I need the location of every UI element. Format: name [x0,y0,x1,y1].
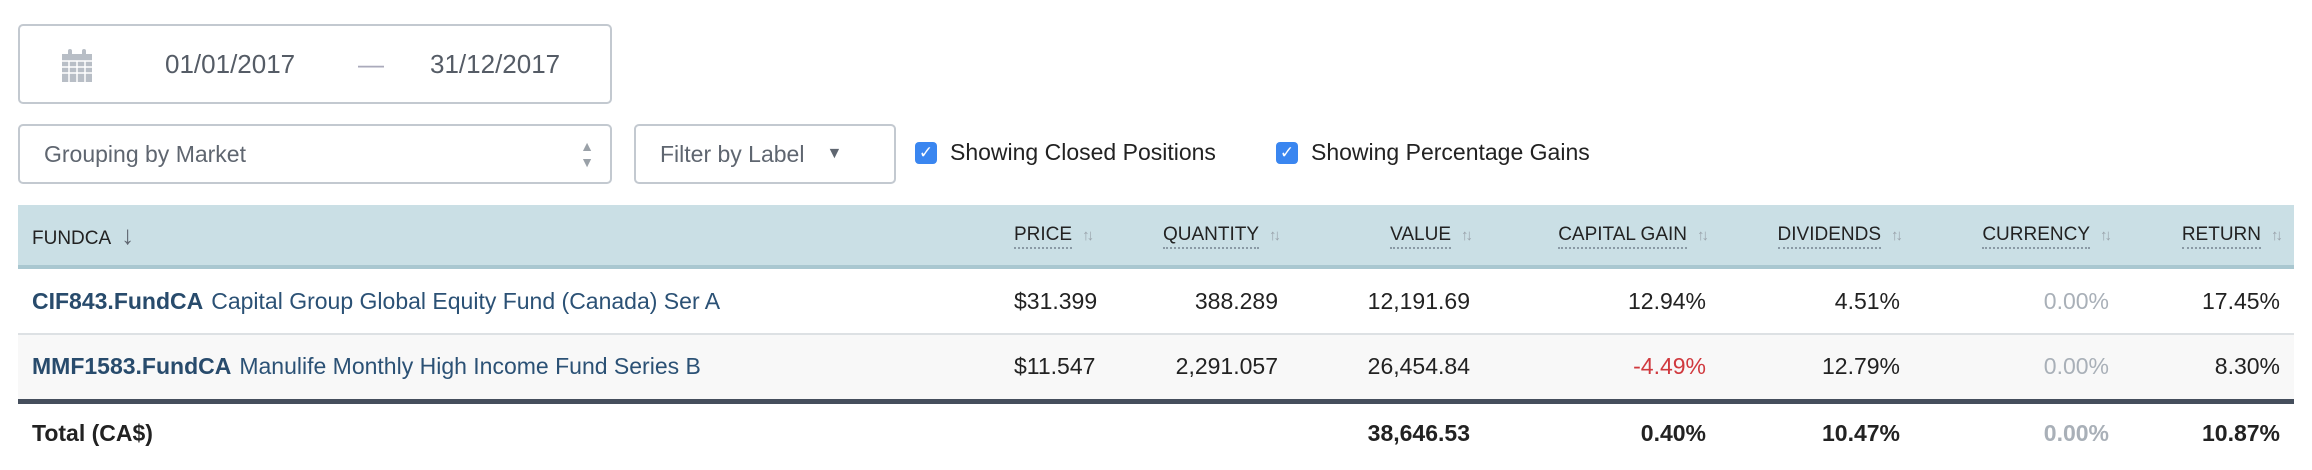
column-header-dividends[interactable]: DIVIDENDS ↑↓ [1720,205,1914,269]
checkbox-checked-icon[interactable]: ✓ [915,141,937,164]
calendar-icon [62,49,92,82]
fund-name[interactable]: Manulife Monthly High Income Fund Series… [239,353,701,380]
percentage-gains-label: Showing Percentage Gains [1311,139,1590,165]
caret-down-icon: ▼ [826,145,843,162]
column-label: RETURN [2181,224,2261,249]
total-dividends: 10.47% [1720,398,1914,464]
total-row: Total (CA$) 38,646.53 0.40% 10.47% 0.00%… [18,398,2294,464]
price-cell: $11.547 [1000,333,1102,401]
column-label: CURRENCY [1982,224,2090,249]
column-header-value[interactable]: VALUE ↑↓ [1292,205,1484,269]
sort-icon: ↑↓ [1269,227,1281,244]
total-value: 38,646.53 [1292,398,1484,464]
total-currency: 0.00% [1914,398,2123,464]
percentage-gains-toggle[interactable]: ✓ Showing Percentage Gains [1276,139,1590,166]
table-row: CIF843.FundCA Capital Group Global Equity… [18,267,2294,334]
end-date[interactable]: 31/12/2017 [430,48,561,79]
start-date[interactable]: 01/01/2017 [165,48,296,79]
sort-icon: ↑↓ [2100,227,2112,244]
quantity-cell: 388.289 [1194,287,1278,314]
column-label: CAPITAL GAIN [1558,224,1687,249]
select-arrows-icon: ▲ ▼ [580,138,594,170]
return-cell: 17.45% [2201,287,2280,314]
column-label: PRICE [1014,224,1073,249]
column-header-currency[interactable]: CURRENCY ↑↓ [1914,205,2123,269]
sort-icon: ↑↓ [1697,227,1709,244]
column-header-return[interactable]: RETURN ↑↓ [2123,205,2294,269]
holding-cell[interactable]: MMF1583.FundCA Manulife Monthly High Inco… [18,333,1000,401]
dividends-cell: 4.51% [1834,287,1900,314]
date-separator: — [358,48,384,79]
ticker-link[interactable]: MMF1583.FundCA [32,353,232,380]
holding-cell[interactable]: CIF843.FundCA Capital Group Global Equity… [18,267,1000,334]
sort-descending-icon: ↓ [121,219,135,250]
ticker-link[interactable]: CIF843.FundCA [32,287,204,314]
quantity-cell: 2,291.057 [1102,333,1292,401]
column-header-fundca[interactable]: FUNDCA ↓ [18,205,1000,269]
holdings-table: FUNDCA ↓ PRICE ↑↓ QUANTITY ↑↓ VALUE ↑↓ CAPIT… [18,205,2294,464]
total-return: 10.87% [2123,398,2294,464]
sort-icon: ↑↓ [2271,227,2283,244]
return-cell: 8.30% [2123,333,2294,401]
date-range-picker[interactable]: 01/01/2017 — 31/12/2017 [18,24,612,104]
column-header-capital-gain[interactable]: CAPITAL GAIN ↑↓ [1484,205,1720,269]
dividends-cell: 12.79% [1720,333,1914,401]
price-cell: $31.399 [1014,287,1098,314]
empty-cell [1102,398,1292,464]
filter-label: Filter by Label [660,140,805,167]
capital-gain-cell: 12.94% [1627,287,1706,314]
table-header: FUNDCA ↓ PRICE ↑↓ QUANTITY ↑↓ VALUE ↑↓ CAPIT… [18,205,2294,269]
total-label: Total (CA$) [18,398,1000,464]
currency-cell: 0.00% [1914,333,2123,401]
filter-by-label-dropdown[interactable]: Filter by Label ▼ [634,124,896,184]
column-label: QUANTITY [1162,224,1259,249]
column-label: DIVIDENDS [1777,224,1881,249]
closed-positions-label: Showing Closed Positions [950,139,1216,165]
value-cell: 26,454.84 [1292,333,1484,401]
empty-cell [1000,398,1102,464]
currency-cell: 0.00% [2043,287,2109,314]
capital-gain-cell: -4.49% [1484,333,1720,401]
fund-name[interactable]: Capital Group Global Equity Fund (Canada… [211,287,721,314]
closed-positions-toggle[interactable]: ✓ Showing Closed Positions [915,139,1216,166]
sort-icon: ↑↓ [1082,227,1094,244]
sort-icon: ↑↓ [1461,227,1473,244]
sort-icon: ↑↓ [1891,227,1903,244]
column-label: FUNDCA [32,227,112,249]
table-row: MMF1583.FundCA Manulife Monthly High Inco… [18,333,2294,401]
column-header-price[interactable]: PRICE ↑↓ [1000,205,1102,269]
grouping-select[interactable]: Grouping by Market ▲ ▼ [18,124,612,184]
column-label: VALUE [1390,224,1451,249]
checkbox-checked-icon[interactable]: ✓ [1276,141,1298,164]
total-capital-gain: 0.40% [1484,398,1720,464]
value-cell: 12,191.69 [1367,287,1470,314]
grouping-value: Grouping by Market [44,140,246,167]
column-header-quantity[interactable]: QUANTITY ↑↓ [1102,205,1292,269]
